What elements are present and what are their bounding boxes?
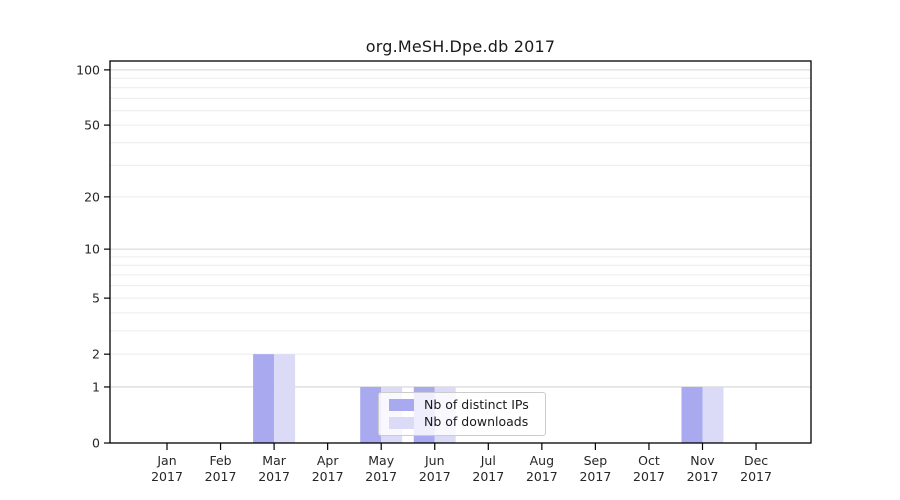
x-tick-label-month: Nov — [690, 453, 715, 468]
y-tick-label: 2 — [92, 347, 100, 362]
x-tick-label-month: Aug — [530, 453, 554, 468]
plot-frame — [109, 60, 812, 444]
x-tick-label-year: 2017 — [633, 469, 665, 484]
distinct-ips-swatch-icon — [389, 399, 414, 412]
x-tick-label-year: 2017 — [526, 469, 558, 484]
chart-title: org.MeSH.Dpe.db 2017 — [365, 37, 556, 56]
x-tick-label-month: Jul — [480, 453, 496, 468]
y-tick-label: 10 — [84, 242, 100, 257]
bar-may-distinct-ips — [360, 386, 382, 443]
x-tick-label-year: 2017 — [740, 469, 772, 484]
bar-mar-downloads — [274, 354, 296, 443]
x-tick-label-year: 2017 — [205, 469, 237, 484]
x-tick-label-year: 2017 — [687, 469, 719, 484]
x-tick-label-month: Apr — [317, 453, 339, 468]
x-tick-label-year: 2017 — [579, 469, 611, 484]
x-tick-label-year: 2017 — [419, 469, 451, 484]
x-tick-label-month: Jan — [156, 453, 176, 468]
legend-label-distinct-ips: Nb of distinct IPs — [424, 397, 529, 413]
legend-item-distinct-ips: Nb of distinct IPs — [389, 397, 537, 413]
bar-mar-distinct-ips — [253, 354, 275, 443]
y-tick-label: 20 — [84, 189, 100, 204]
x-tick-label-year: 2017 — [312, 469, 344, 484]
x-tick-label-month: May — [368, 453, 394, 468]
downloads-swatch-icon — [389, 416, 414, 429]
x-tick-label-year: 2017 — [258, 469, 290, 484]
bar-nov-downloads — [702, 386, 724, 443]
y-tick-label: 0 — [92, 436, 100, 451]
x-tick-label-month: Mar — [262, 453, 286, 468]
x-tick-label-year: 2017 — [472, 469, 504, 484]
x-tick-label-month: Jun — [424, 453, 445, 468]
y-tick-label: 5 — [92, 291, 100, 306]
bar-nov-distinct-ips — [681, 386, 703, 443]
y-tick-label: 50 — [84, 118, 100, 133]
y-tick-label: 100 — [76, 62, 100, 77]
legend: Nb of distinct IPs Nb of downloads — [378, 392, 546, 436]
x-tick-label-year: 2017 — [365, 469, 397, 484]
legend-label-downloads: Nb of downloads — [424, 414, 529, 430]
x-tick-label-month: Feb — [209, 453, 231, 468]
legend-item-downloads: Nb of downloads — [389, 415, 537, 431]
x-tick-label-year: 2017 — [151, 469, 183, 484]
x-tick-label-month: Oct — [638, 453, 660, 468]
y-tick-label: 1 — [92, 379, 100, 394]
x-tick-label-month: Sep — [584, 453, 608, 468]
x-tick-label-month: Dec — [744, 453, 768, 468]
